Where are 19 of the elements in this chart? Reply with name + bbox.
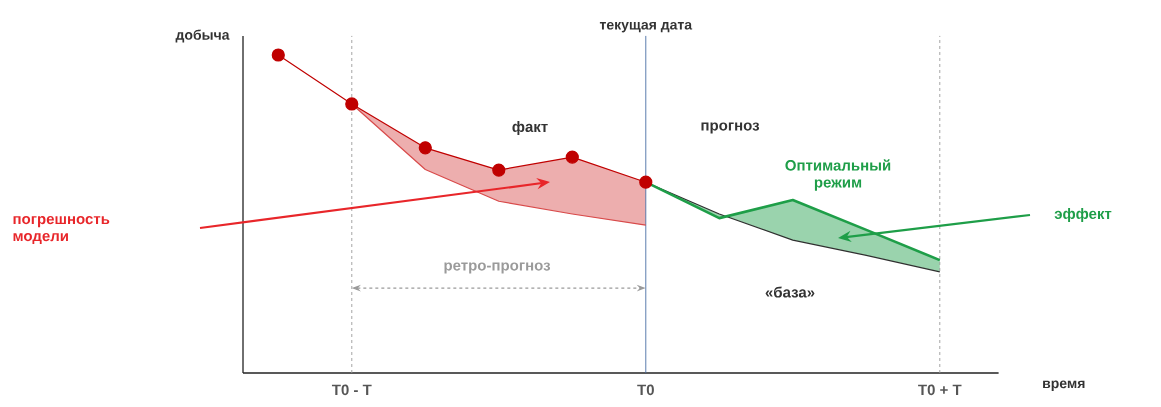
x-axis-title: время xyxy=(1043,380,1085,391)
y-axis-title: добыча xyxy=(175,29,230,43)
point xyxy=(345,97,359,111)
annotation: ретро-прогноз xyxy=(444,262,551,274)
annotation: прогноз xyxy=(701,122,760,134)
text: погрешность модели xyxy=(13,215,110,245)
x-tick-label: T0 - T xyxy=(331,384,372,396)
point xyxy=(492,163,506,177)
text: эффект xyxy=(1054,208,1112,222)
point xyxy=(271,48,285,62)
ref-line-label: текущая дата xyxy=(599,21,693,33)
annotation: Оптимальный режим xyxy=(785,159,891,191)
x-tick-label: T0 + T xyxy=(918,384,962,396)
x-tick-label: T0 xyxy=(637,384,654,396)
point xyxy=(565,150,579,164)
annotation: факт xyxy=(512,121,548,135)
point xyxy=(418,141,432,155)
annotation: «база» xyxy=(765,286,815,298)
point xyxy=(639,175,653,189)
